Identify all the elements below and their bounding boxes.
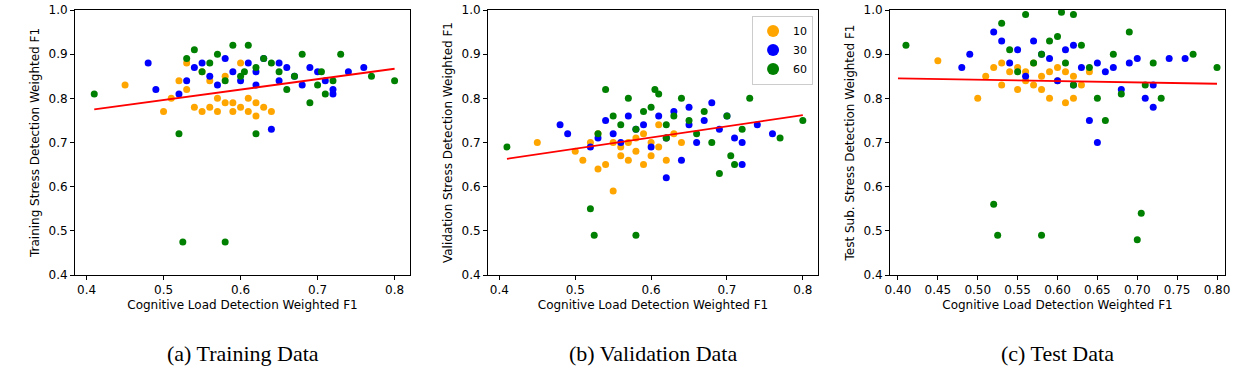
svg-text:1.0: 1.0: [864, 3, 883, 17]
svg-text:0.6: 0.6: [642, 283, 661, 297]
svg-text:0.60: 0.60: [1044, 283, 1071, 297]
svg-text:0.9: 0.9: [864, 47, 883, 61]
svg-text:0.5: 0.5: [566, 283, 585, 297]
svg-text:0.7: 0.7: [717, 283, 736, 297]
svg-text:0.9: 0.9: [462, 47, 481, 61]
svg-text:Cognitive Load Detection Weigh: Cognitive Load Detection Weighted F1: [538, 298, 768, 312]
svg-text:0.8: 0.8: [385, 283, 404, 297]
svg-text:0.4: 0.4: [49, 268, 68, 282]
svg-text:0.7: 0.7: [49, 136, 68, 150]
svg-text:0.7: 0.7: [462, 136, 481, 150]
svg-text:0.9: 0.9: [49, 47, 68, 61]
svg-text:0.4: 0.4: [462, 268, 481, 282]
svg-text:30: 30: [793, 44, 807, 57]
svg-text:Cognitive Load Detection Weigh: Cognitive Load Detection Weighted F1: [942, 298, 1172, 312]
svg-text:0.6: 0.6: [231, 283, 250, 297]
svg-text:10: 10: [793, 25, 807, 38]
svg-text:1.0: 1.0: [49, 3, 68, 17]
svg-text:0.4: 0.4: [77, 283, 96, 297]
svg-text:0.5: 0.5: [154, 283, 173, 297]
svg-text:(a) Training Data: (a) Training Data: [167, 341, 319, 366]
svg-text:(c) Test Data: (c) Test Data: [1001, 341, 1114, 366]
svg-text:(b) Validation Data: (b) Validation Data: [569, 341, 737, 366]
svg-text:60: 60: [793, 63, 807, 76]
svg-text:0.55: 0.55: [1004, 283, 1031, 297]
svg-text:0.50: 0.50: [964, 283, 991, 297]
svg-text:0.8: 0.8: [462, 92, 481, 106]
svg-text:0.8: 0.8: [864, 92, 883, 106]
svg-text:1.0: 1.0: [462, 3, 481, 17]
svg-text:Cognitive Load Detection Weigh: Cognitive Load Detection Weighted F1: [127, 298, 357, 312]
svg-text:0.40: 0.40: [885, 283, 912, 297]
svg-text:0.8: 0.8: [49, 92, 68, 106]
svg-text:0.80: 0.80: [1204, 283, 1231, 297]
svg-text:0.6: 0.6: [864, 180, 883, 194]
svg-text:Test Sub. Stress Detection Wei: Test Sub. Stress Detection Weighted F1: [843, 25, 857, 262]
svg-text:0.4: 0.4: [864, 268, 883, 282]
svg-text:0.45: 0.45: [925, 283, 952, 297]
svg-text:Validation Stress Detection We: Validation Stress Detection Weighted F1: [441, 22, 455, 263]
svg-text:0.7: 0.7: [864, 136, 883, 150]
svg-text:0.75: 0.75: [1164, 283, 1191, 297]
svg-text:0.65: 0.65: [1084, 283, 1111, 297]
svg-text:0.4: 0.4: [490, 283, 509, 297]
svg-text:0.8: 0.8: [793, 283, 812, 297]
svg-text:0.6: 0.6: [49, 180, 68, 194]
svg-text:0.5: 0.5: [864, 224, 883, 238]
svg-text:0.5: 0.5: [49, 224, 68, 238]
svg-text:0.6: 0.6: [462, 180, 481, 194]
svg-text:0.5: 0.5: [462, 224, 481, 238]
svg-text:Training Stress Detection Weig: Training Stress Detection Weighted F1: [28, 28, 42, 258]
svg-text:0.7: 0.7: [308, 283, 327, 297]
svg-text:0.70: 0.70: [1124, 283, 1151, 297]
